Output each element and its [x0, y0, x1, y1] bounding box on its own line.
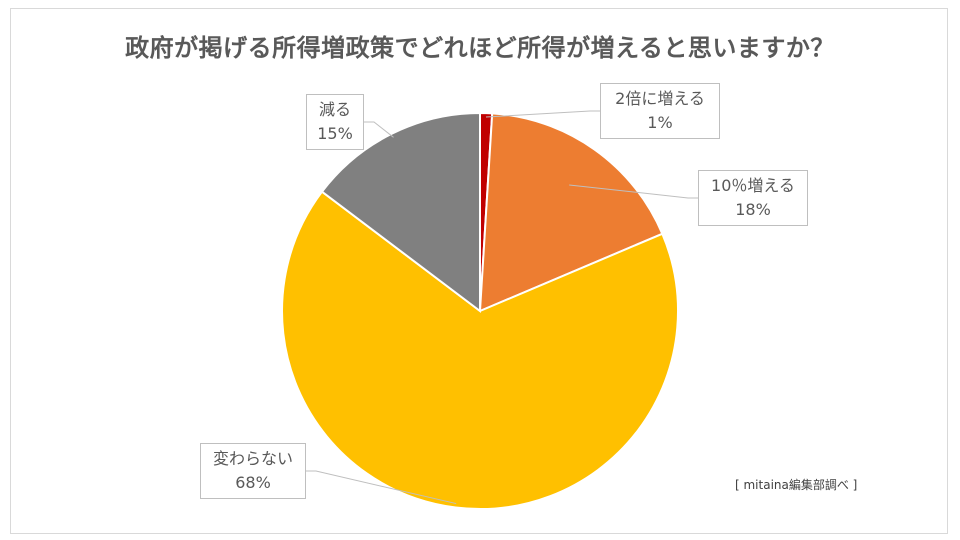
data-label-category: 減る: [318, 100, 351, 119]
data-label-no-change: 変わらない 68%: [200, 443, 306, 499]
data-label-double: 2倍に増える 1%: [600, 83, 720, 139]
data-label-value: 18%: [735, 200, 771, 219]
data-label-category: 変わらない: [212, 449, 293, 468]
leader-no-change: [306, 470, 457, 505]
slice-no-change: [281, 190, 679, 510]
leader-ten-percent: [569, 184, 698, 199]
data-label-value: 1%: [647, 113, 673, 132]
leader-double: [485, 110, 600, 118]
data-label-decrease: 減る 15%: [306, 94, 364, 150]
data-label-value: 15%: [317, 124, 353, 143]
leader-lines: [306, 110, 698, 505]
source-note: [ mitaina編集部調べ ]: [735, 478, 858, 492]
data-label-category: 10％増える: [711, 176, 795, 195]
data-label-value: 68%: [235, 473, 271, 492]
data-label-category: 2倍に増える: [615, 89, 705, 108]
data-label-ten-percent: 10％増える 18%: [698, 170, 808, 226]
slice-decrease: [320, 111, 481, 314]
leader-decrease: [364, 121, 394, 138]
chart-title: 政府が掲げる所得増政策でどれほど所得が増えると思いますか？: [125, 34, 835, 62]
pie-slices: [281, 111, 679, 510]
